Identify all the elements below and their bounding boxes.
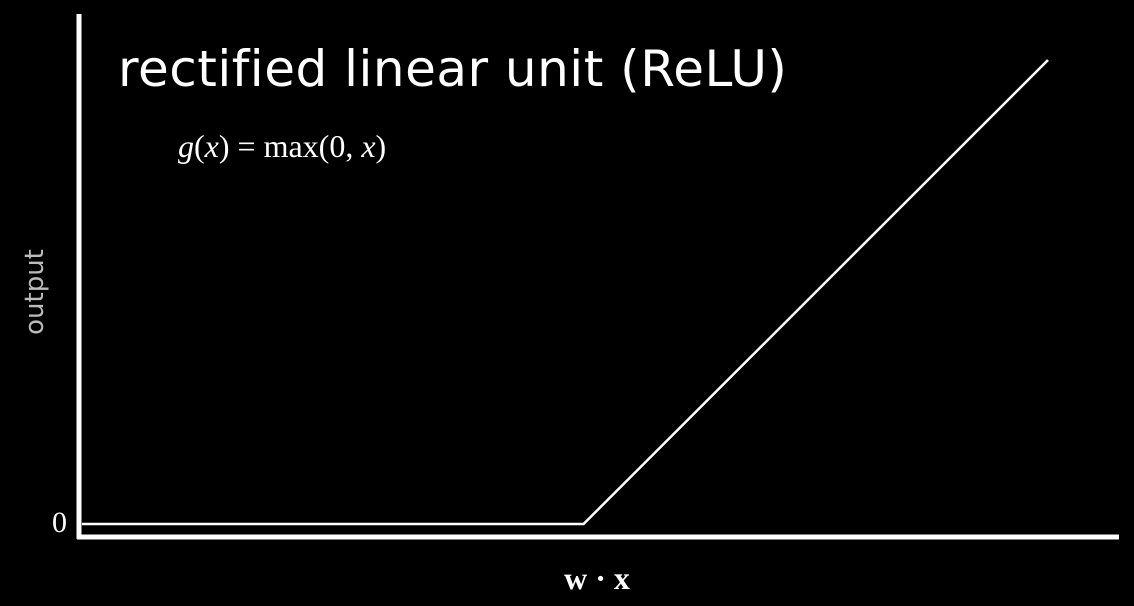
chart-title: rectified linear unit (ReLU) [118,40,788,98]
x-axis-label: w · x [564,560,630,596]
y-tick-label-0: 0 [52,506,67,539]
y-axis-label: output [20,249,50,335]
relu-series-line [82,59,1049,526]
formula: g(x) = max(0, x) [178,128,387,164]
